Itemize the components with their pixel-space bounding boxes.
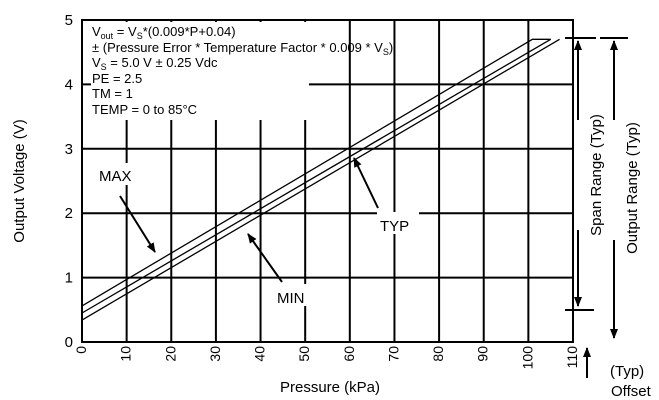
formula-line-tm: TM = 1	[92, 86, 133, 101]
x-tick-label: 40	[252, 346, 268, 362]
y-tick-label: 0	[65, 334, 73, 351]
formula-box: Vout = VS*(0.009*P+0.04) ± (Pressure Err…	[91, 22, 394, 120]
offset-typ-label: (Typ)	[610, 363, 644, 380]
y-tick-labels: 0 1 2 3 4 5	[65, 12, 73, 351]
max-label: MAX	[99, 168, 132, 185]
x-tick-label: 80	[430, 346, 446, 362]
formula-line-vs: VS = 5.0 V ± 0.25 Vdc	[92, 55, 218, 72]
x-tick-label: 30	[207, 346, 223, 362]
x-tick-label: 100	[519, 346, 535, 370]
x-tick-label: 50	[296, 346, 312, 362]
x-tick-label: 0	[73, 346, 89, 354]
y-tick-label: 4	[65, 76, 73, 93]
min-label: MIN	[277, 290, 305, 307]
x-axis-title: Pressure (kPa)	[280, 379, 380, 396]
x-tick-label: 110	[564, 346, 580, 369]
y-tick-label: 3	[65, 141, 73, 158]
formula-line-error: ± (Pressure Error * Temperature Factor *…	[92, 39, 394, 57]
y-tick-label: 5	[65, 12, 73, 29]
max-arrow	[119, 195, 156, 253]
formula-line-vout: Vout = VS*(0.009*P+0.04)	[92, 24, 236, 41]
typ-label: TYP	[380, 218, 409, 235]
output-range-label: Output Range (Typ)	[624, 122, 641, 254]
offset-label: Offset	[611, 383, 652, 400]
formula-line-pe: PE = 2.5	[92, 70, 143, 86]
x-tick-label: 20	[162, 346, 178, 362]
typ-arrow	[353, 157, 379, 209]
series-line-typ	[81, 38, 552, 314]
x-tick-label: 10	[118, 346, 134, 362]
span-range-label: Span Range (Typ)	[588, 114, 605, 236]
series-line-max	[81, 38, 551, 307]
y-tick-label: 2	[65, 205, 73, 222]
formula-line-temp: TEMP = 0 to 85°C	[92, 101, 198, 117]
x-tick-label: 60	[341, 346, 357, 362]
min-arrow	[247, 233, 283, 283]
x-tick-label: 90	[475, 346, 491, 362]
x-tick-label: 70	[385, 346, 401, 362]
y-tick-label: 1	[65, 270, 73, 287]
series-lines	[81, 38, 560, 321]
x-tick-labels: 0 10 20 30 40 50 60 70 80 90 100 110	[73, 346, 580, 370]
series-line-min	[81, 38, 560, 321]
y-axis-title: Output Voltage (V)	[11, 119, 28, 242]
plot-frame	[81, 19, 574, 343]
